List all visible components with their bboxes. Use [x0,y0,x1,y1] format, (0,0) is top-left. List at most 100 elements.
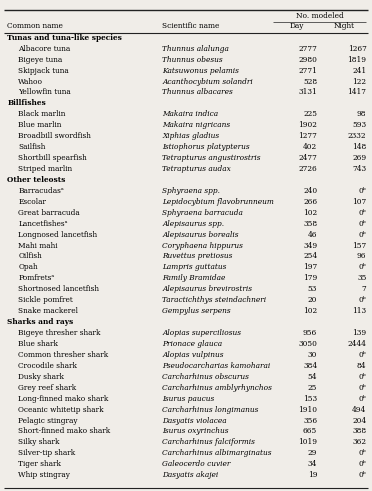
Text: Carcharhinus falciformis: Carcharhinus falciformis [162,438,255,446]
Text: 0ᵇ: 0ᵇ [359,296,366,304]
Text: 225: 225 [303,110,317,118]
Text: Opah: Opah [18,263,38,272]
Text: 7: 7 [362,285,366,293]
Text: 0ᵇ: 0ᵇ [359,351,366,359]
Text: Shortnosed lancetfish: Shortnosed lancetfish [18,285,99,293]
Text: Istiophorus platypterus: Istiophorus platypterus [162,143,250,151]
Text: 2444: 2444 [347,340,366,348]
Text: Thunnus obesus: Thunnus obesus [162,55,223,64]
Text: Sickle pomfret: Sickle pomfret [18,296,73,304]
Text: 2477: 2477 [298,154,317,162]
Text: Wahoo: Wahoo [18,78,43,85]
Text: Sphyraena barracuda: Sphyraena barracuda [162,209,243,217]
Text: Galeocerdo cuvier: Galeocerdo cuvier [162,460,231,468]
Text: Crocodile shark: Crocodile shark [18,362,77,370]
Text: Snake mackerel: Snake mackerel [18,307,78,315]
Text: Alopias vulpinus: Alopias vulpinus [162,351,224,359]
Text: 1267: 1267 [347,45,366,53]
Text: Carcharhinus obscurus: Carcharhinus obscurus [162,373,249,381]
Text: Sphyraena spp.: Sphyraena spp. [162,187,220,195]
Text: 122: 122 [352,78,366,85]
Text: Longnosed lancetfish: Longnosed lancetfish [18,231,97,239]
Text: 35: 35 [357,274,366,282]
Text: Taractichthys steindachneri: Taractichthys steindachneri [162,296,266,304]
Text: 25: 25 [308,383,317,392]
Text: 1277: 1277 [298,132,317,140]
Text: 593: 593 [352,121,366,129]
Text: Family Bramidae: Family Bramidae [162,274,226,282]
Text: 30: 30 [308,351,317,359]
Text: Common thresher shark: Common thresher shark [18,351,109,359]
Text: 241: 241 [352,67,366,75]
Text: 20: 20 [308,296,317,304]
Text: Alopias superciliosus: Alopias superciliosus [162,329,241,337]
Text: Shortbill spearfish: Shortbill spearfish [18,154,87,162]
Text: Carcharhinus albimarginatus: Carcharhinus albimarginatus [162,449,272,457]
Text: Coryphaena hippurus: Coryphaena hippurus [162,242,243,249]
Text: 254: 254 [303,252,317,261]
Text: Escolar: Escolar [18,198,46,206]
Text: Xiphias gladius: Xiphias gladius [162,132,219,140]
Text: Night: Night [333,22,354,30]
Text: 197: 197 [303,263,317,272]
Text: Pelagic stingray: Pelagic stingray [18,416,78,425]
Text: Isurus oxyrinchus: Isurus oxyrinchus [162,428,229,436]
Text: Lancetfishesᵃ: Lancetfishesᵃ [18,219,68,228]
Text: Scientific name: Scientific name [162,22,220,30]
Text: 2980: 2980 [298,55,317,64]
Text: 96: 96 [357,252,366,261]
Text: Billfishes: Billfishes [7,99,46,108]
Text: 388: 388 [352,428,366,436]
Text: Whip stingray: Whip stingray [18,471,70,479]
Text: No. modeled: No. modeled [296,12,344,20]
Text: 84: 84 [357,362,366,370]
Text: 153: 153 [303,395,317,403]
Text: Mahi mahi: Mahi mahi [18,242,58,249]
Text: Silky shark: Silky shark [18,438,60,446]
Text: 528: 528 [303,78,317,85]
Text: 269: 269 [352,154,366,162]
Text: 743: 743 [352,165,366,173]
Text: 3050: 3050 [298,340,317,348]
Text: Dasyatis violacea: Dasyatis violacea [162,416,227,425]
Text: 0ᵇ: 0ᵇ [359,471,366,479]
Text: 1019: 1019 [298,438,317,446]
Text: 1417: 1417 [347,88,366,96]
Text: 0ᵇ: 0ᵇ [359,449,366,457]
Text: 0ᵇ: 0ᵇ [359,395,366,403]
Text: Pomfretsᵃ: Pomfretsᵃ [18,274,55,282]
Text: Barracudasᵃ: Barracudasᵃ [18,187,64,195]
Text: 0ᵇ: 0ᵇ [359,373,366,381]
Text: Pseudocarcharias kamoharai: Pseudocarcharias kamoharai [162,362,270,370]
Text: 266: 266 [303,198,317,206]
Text: Isurus paucus: Isurus paucus [162,395,215,403]
Text: 1819: 1819 [347,55,366,64]
Text: Dusky shark: Dusky shark [18,373,64,381]
Text: Alepisaurus brevirostris: Alepisaurus brevirostris [162,285,252,293]
Text: Alepisaurus spp.: Alepisaurus spp. [162,219,224,228]
Text: Bigeye thresher shark: Bigeye thresher shark [18,329,101,337]
Text: Day: Day [290,22,304,30]
Text: Other teleosts: Other teleosts [7,176,66,184]
Text: 107: 107 [352,198,366,206]
Text: Tiger shark: Tiger shark [18,460,61,468]
Text: 0ᵇ: 0ᵇ [359,231,366,239]
Text: Makaira indica: Makaira indica [162,110,218,118]
Text: Oceanic whitetip shark: Oceanic whitetip shark [18,406,104,413]
Text: Albacore tuna: Albacore tuna [18,45,71,53]
Text: Broadbill swordfish: Broadbill swordfish [18,132,91,140]
Text: 139: 139 [352,329,366,337]
Text: Silver-tip shark: Silver-tip shark [18,449,76,457]
Text: Common name: Common name [7,22,63,30]
Text: Lampris guttatus: Lampris guttatus [162,263,227,272]
Text: 384: 384 [303,362,317,370]
Text: 3131: 3131 [298,88,317,96]
Text: 102: 102 [303,307,317,315]
Text: Short-finned mako shark: Short-finned mako shark [18,428,110,436]
Text: Tunas and tuna-like species: Tunas and tuna-like species [7,34,122,42]
Text: Carcharhinus longimanus: Carcharhinus longimanus [162,406,259,413]
Text: Dasyatis akajei: Dasyatis akajei [162,471,219,479]
Text: 0ᵇ: 0ᵇ [359,460,366,468]
Text: Grey reef shark: Grey reef shark [18,383,77,392]
Text: 665: 665 [303,428,317,436]
